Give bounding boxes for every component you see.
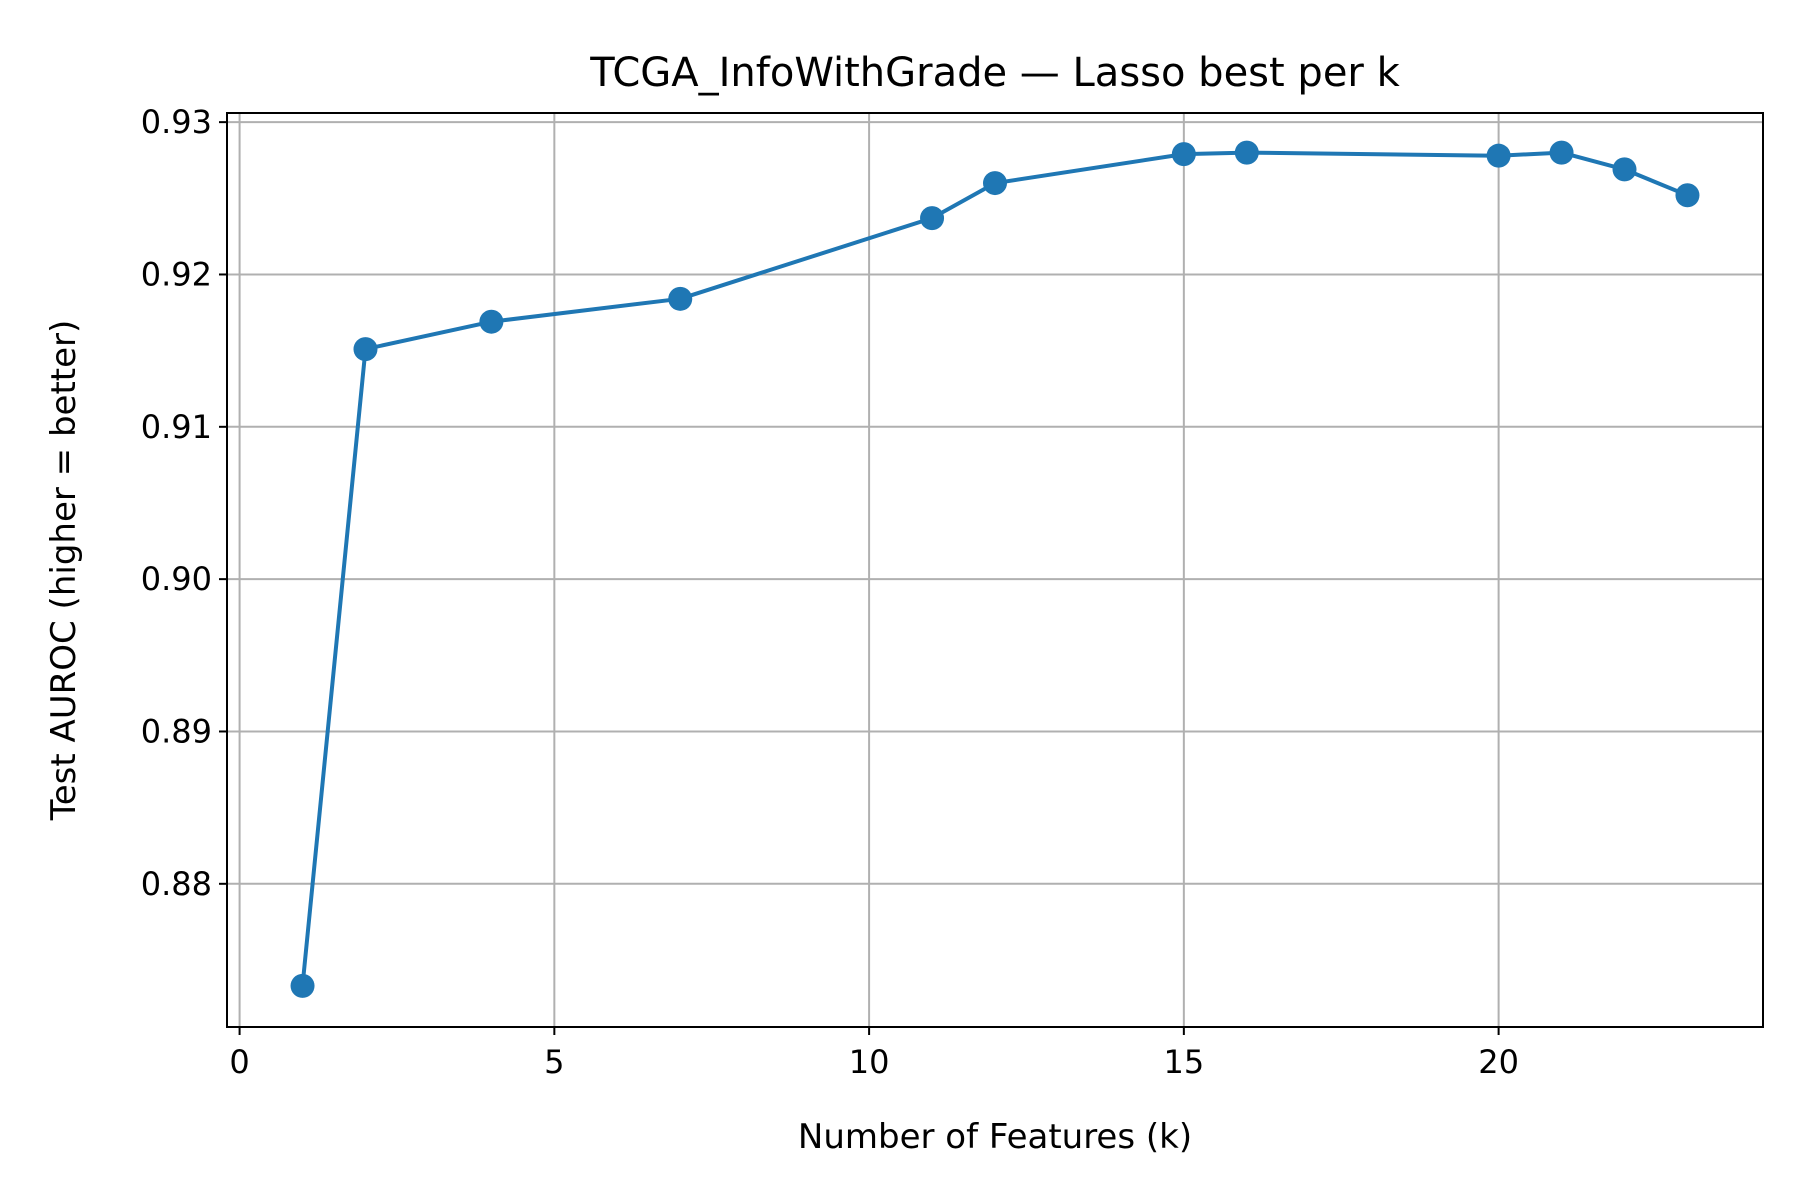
x-tick-label: 5 (544, 1043, 564, 1081)
data-point (1612, 157, 1637, 182)
x-tick-label: 10 (849, 1043, 890, 1081)
y-tick-label: 0.92 (141, 255, 212, 293)
data-point (983, 171, 1007, 196)
x-tick-label: 20 (1478, 1043, 1519, 1081)
data-point (1549, 140, 1574, 165)
x-tick-label: 15 (1163, 1043, 1204, 1081)
chart-title: TCGA_InfoWithGrade — Lasso best per k (589, 50, 1400, 96)
data-point (1675, 183, 1700, 208)
series-layer (290, 140, 1700, 998)
plot-frame (226, 112, 1764, 1028)
data-point (479, 309, 504, 334)
y-tick-label: 0.91 (141, 408, 212, 446)
data-point (668, 286, 693, 311)
y-tick-label: 0.89 (141, 712, 212, 750)
data-point (1171, 142, 1196, 167)
x-tick-label: 0 (229, 1043, 249, 1081)
data-point (353, 337, 378, 362)
x-axis-label: Number of Features (k) (798, 1117, 1192, 1157)
y-axis-label: Test AUROC (higher = better) (44, 320, 84, 822)
y-tick-label: 0.88 (141, 865, 212, 903)
axis-ticks: 0 5 10 15 20 0.88 0.89 0.90 0.91 0.92 0.93 (141, 103, 1519, 1081)
y-tick-label: 0.90 (141, 560, 212, 598)
y-tick-label: 0.93 (141, 103, 212, 141)
data-point (1234, 140, 1259, 165)
data-point (1486, 143, 1511, 168)
grid-lines (227, 113, 1763, 1027)
series-line (300, 150, 1689, 987)
data-point (290, 973, 315, 998)
data-point (920, 206, 945, 231)
